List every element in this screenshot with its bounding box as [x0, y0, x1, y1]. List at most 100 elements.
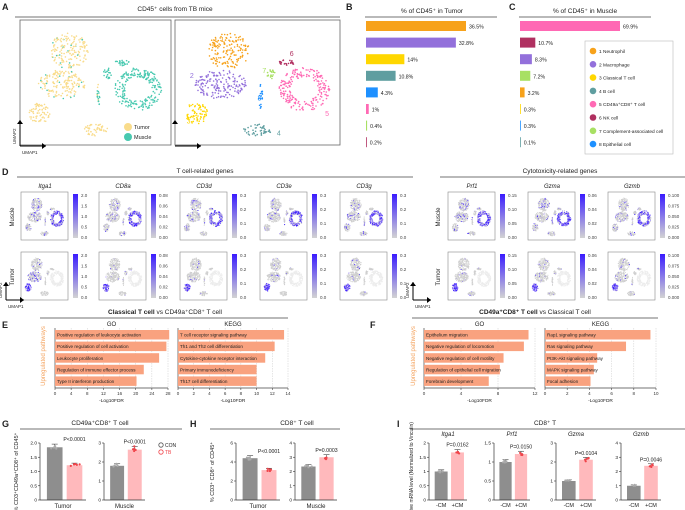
cell-point [280, 92, 282, 94]
cell-point [35, 277, 37, 280]
cell-point [38, 219, 40, 221]
cell-point [122, 292, 124, 294]
cell-point [42, 232, 44, 234]
cell-point [67, 37, 70, 39]
cell-point [216, 41, 219, 43]
cell-point [143, 69, 146, 72]
cell-point [28, 227, 30, 229]
cell-point [119, 64, 121, 66]
cell-point [29, 229, 31, 231]
cell-point [197, 209, 199, 212]
cell-point [122, 280, 124, 283]
cell-point [237, 59, 239, 62]
cell-point [74, 45, 77, 48]
cell-point [66, 38, 68, 40]
cell-point [130, 208, 132, 210]
cell-point [107, 225, 110, 227]
cell-point [34, 267, 36, 269]
cell-point [83, 45, 85, 47]
cell-point [32, 219, 34, 221]
cell-point [33, 260, 35, 262]
cell-point [121, 87, 123, 90]
cell-point [79, 79, 82, 81]
cell-point [44, 220, 46, 222]
cell-point [60, 94, 62, 97]
cell-point [33, 201, 35, 203]
cell-point [51, 274, 53, 276]
cell-point [55, 49, 58, 51]
cell-point [146, 72, 149, 75]
cell-point [244, 130, 246, 132]
cell-point [62, 219, 64, 221]
cell-point [188, 104, 191, 106]
cell-point [66, 35, 68, 38]
cell-point [70, 66, 72, 68]
cell-point [104, 71, 107, 73]
cell-point [34, 218, 36, 220]
cell-point [74, 91, 77, 93]
cell-point [214, 44, 216, 47]
cell-point [118, 201, 120, 203]
cell-point [59, 222, 61, 225]
cell-point [139, 279, 141, 282]
cell-point [68, 62, 71, 64]
cell-point [91, 133, 94, 135]
cell-point [56, 223, 58, 225]
cell-point [47, 270, 49, 272]
cell-point [32, 205, 34, 208]
cell-point [125, 59, 128, 62]
cell-point [82, 80, 85, 83]
cell-point [225, 52, 227, 55]
cell-point [38, 103, 41, 106]
cell-point [140, 277, 142, 279]
cell-point [30, 286, 32, 288]
cell-point [50, 208, 52, 210]
cell-point [295, 108, 298, 111]
cell-point [154, 101, 156, 103]
cell-point [38, 202, 40, 204]
cell-point [143, 75, 146, 77]
cell-point [215, 63, 218, 65]
cell-point [46, 77, 49, 79]
cell-point [49, 268, 51, 270]
cell-point [191, 215, 193, 217]
cell-point [52, 219, 54, 221]
cell-point [315, 78, 317, 81]
cell-point [194, 111, 196, 114]
cell-point [28, 274, 30, 276]
cell-point [38, 204, 41, 206]
cell-point [30, 216, 32, 218]
gene-title: Itga1 [38, 184, 51, 190]
cell-point [135, 102, 137, 105]
cell-point [229, 44, 231, 46]
colorbar-tick: 0.06 [159, 264, 168, 269]
cell-point [43, 103, 46, 106]
cell-point [148, 104, 151, 107]
cell-point [112, 277, 114, 279]
cell-point [131, 211, 133, 213]
cell-point [38, 213, 40, 215]
cell-point [38, 215, 40, 217]
cell-point [52, 216, 54, 218]
cell-point [61, 92, 64, 95]
cluster-number-label: 7 [262, 68, 266, 75]
cell-point [229, 49, 231, 51]
cell-point [54, 48, 56, 50]
cell-point [78, 51, 81, 54]
cell-point [38, 200, 40, 202]
cell-point [60, 280, 63, 282]
cell-point [138, 280, 140, 282]
cell-point [117, 95, 119, 98]
cell-point [244, 44, 247, 47]
cell-point [148, 75, 150, 77]
cell-point [216, 79, 218, 82]
cell-point [199, 204, 201, 206]
cell-point [319, 76, 322, 78]
cell-point [254, 134, 257, 137]
cell-point [35, 120, 37, 122]
cell-point [50, 279, 52, 281]
cell-point [145, 69, 147, 72]
cell-point [65, 37, 67, 40]
cell-point [146, 74, 149, 76]
cell-point [112, 199, 114, 201]
